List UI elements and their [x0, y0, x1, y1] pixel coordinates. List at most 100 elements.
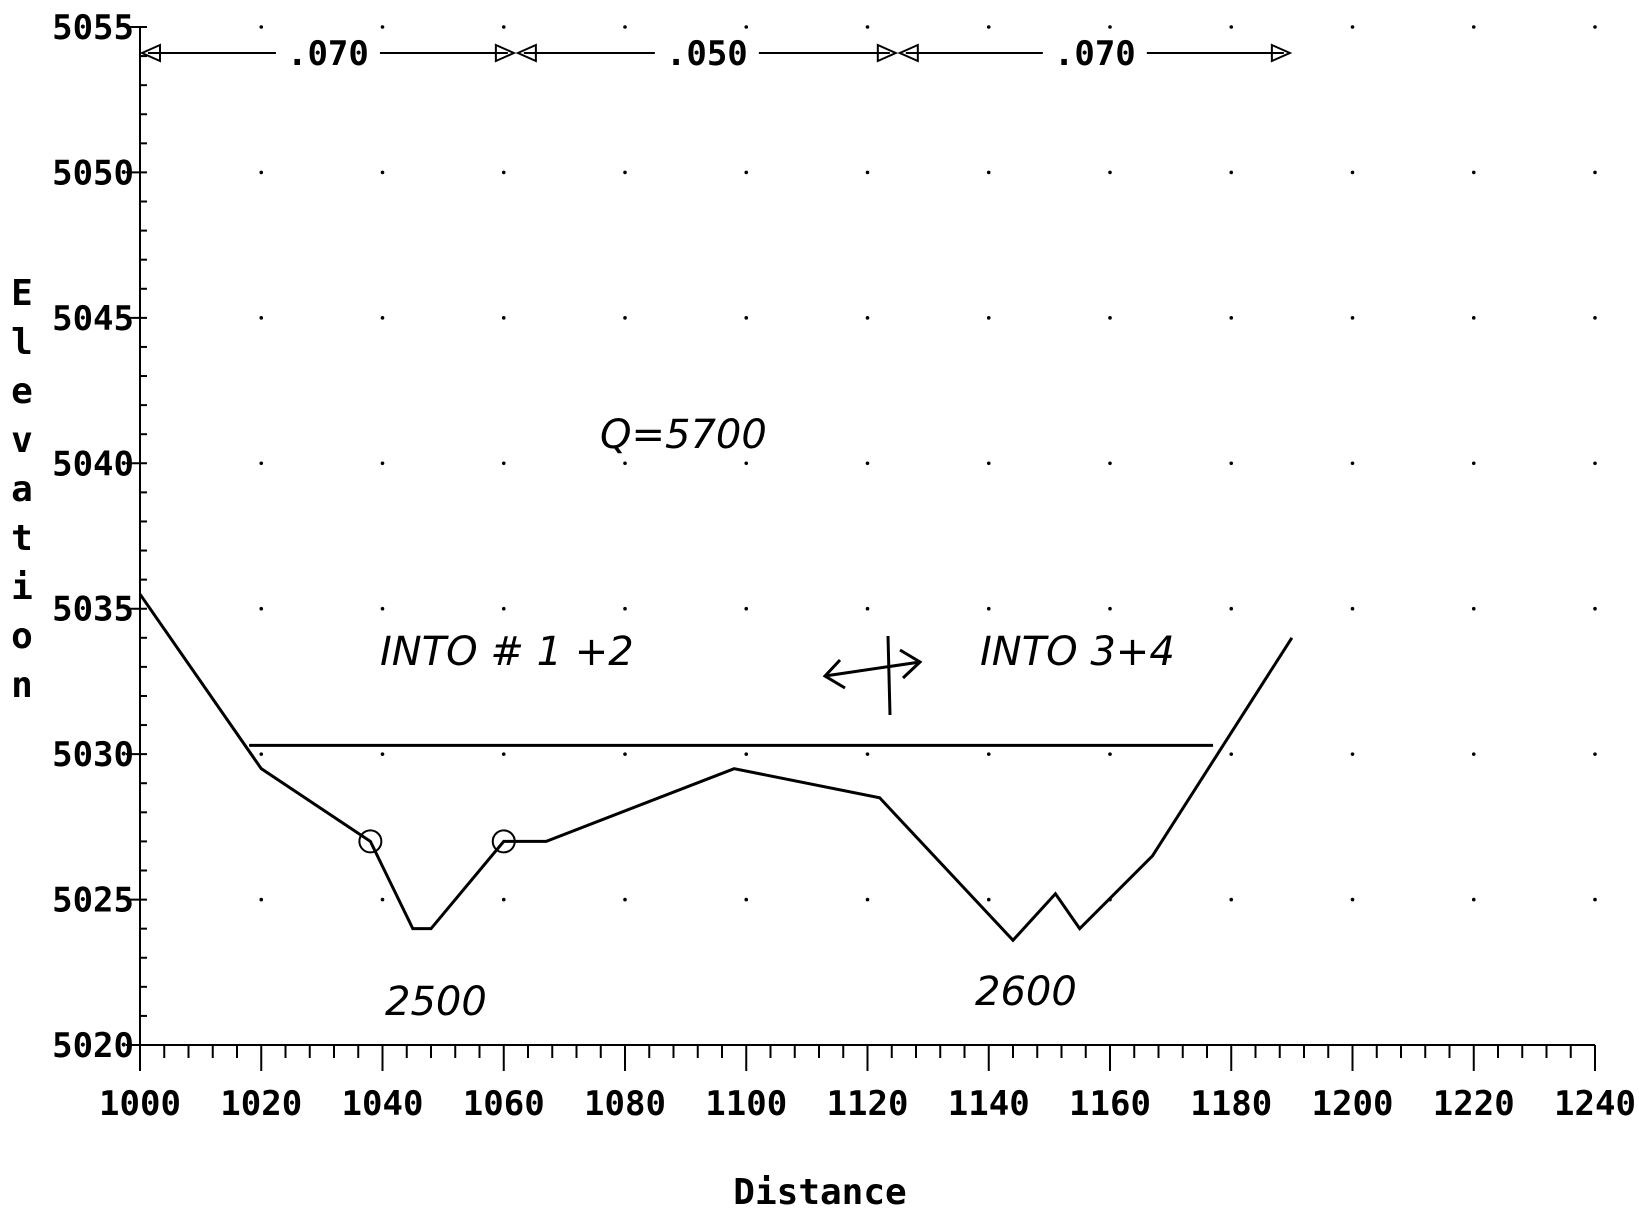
grid-dot [1471, 606, 1476, 611]
grid-dot [744, 461, 749, 466]
grid-dot [1229, 897, 1234, 902]
ground-profile-line [138, 593, 1294, 943]
grid-dot [1229, 752, 1234, 756]
grid-dot [1471, 25, 1476, 29]
grid-dot [259, 25, 264, 29]
annotation-into-1-2: INTO # 1 +2 [380, 629, 634, 675]
grid-dot [623, 25, 627, 29]
grid-dot [380, 170, 385, 175]
x-tick-label: 1180 [1190, 1084, 1272, 1124]
grid-dot [744, 170, 749, 175]
y-axis-title-letter: e [11, 371, 33, 412]
split-arrow-icon [822, 635, 923, 716]
grid-dot [1593, 606, 1597, 611]
left-arrow-icon [139, 43, 161, 63]
x-tick-label: 1200 [1312, 1084, 1394, 1124]
grid-dot [1108, 461, 1112, 466]
grid-dot [1108, 170, 1112, 175]
n-value-label: .050 [666, 34, 748, 74]
grid-dot [380, 897, 385, 902]
grid-dot [623, 606, 627, 611]
x-tick-labels: 1000 1020 1040 1060 1080 1100 1120 1140 1160 1180… [99, 1084, 1636, 1124]
y-axis-title-letter: v [11, 420, 33, 461]
grid-dot [1471, 752, 1476, 756]
grid-dot [744, 752, 749, 756]
grid-dot [380, 461, 385, 466]
grid-dot [1593, 25, 1597, 29]
grid-dot [1350, 897, 1355, 902]
y-axis-title-letter: a [11, 469, 33, 510]
grid-dot [1108, 316, 1112, 320]
grid-dot [259, 897, 264, 902]
grid-dot [1350, 606, 1355, 611]
grid-dot [380, 316, 385, 320]
axes [126, 26, 1596, 1071]
grid-dot [1229, 170, 1234, 175]
grid-dot [623, 897, 627, 902]
y-axis-title-letter: o [11, 616, 33, 657]
grid-dot [744, 606, 749, 611]
grid-dot [1593, 316, 1597, 320]
right-arrow-icon [494, 43, 517, 63]
right-arrow-icon [876, 43, 899, 63]
grid-dots [259, 25, 1597, 902]
grid-dot [865, 461, 870, 466]
x-tick-label: 1120 [827, 1084, 909, 1124]
grid-dot [501, 316, 506, 320]
grid-dot [865, 25, 870, 29]
y-tick-label: 5025 [52, 881, 134, 921]
y-tick-labels: 5020 5025 5030 5035 5040 5045 5050 5055 [52, 8, 134, 1066]
x-tick-label: 1140 [948, 1084, 1030, 1124]
bank-station-marker [491, 829, 516, 854]
grid-dot [1229, 316, 1234, 320]
x-tick-label: 1220 [1433, 1084, 1515, 1124]
left-arrow-icon [897, 43, 919, 63]
grid-dot [744, 897, 749, 902]
y-tick-label: 5030 [52, 735, 134, 775]
y-tick-label: 5040 [52, 444, 134, 484]
x-tick-label: 1100 [705, 1084, 787, 1124]
grid-dot [1471, 170, 1476, 175]
x-tick-label: 1240 [1554, 1084, 1636, 1124]
grid-dot [501, 606, 506, 611]
y-tick-label: 5035 [52, 590, 134, 630]
grid-dot [501, 170, 506, 175]
grid-dot [1229, 606, 1234, 611]
grid-dot [986, 316, 991, 320]
y-tick-label: 5050 [52, 153, 134, 193]
annotation-station-2600: 2600 [975, 969, 1077, 1015]
grid-dot [1593, 170, 1597, 175]
grid-dot [986, 606, 991, 611]
grid-dot [1593, 897, 1597, 902]
y-axis-title-letter: i [11, 567, 33, 608]
y-axis-title-letter: E [11, 273, 33, 314]
grid-dot [501, 461, 506, 466]
y-axis-title-letter: n [11, 665, 33, 706]
grid-dot [259, 316, 264, 320]
grid-dot [865, 316, 870, 320]
grid-dot [623, 752, 627, 756]
grid-dot [1108, 606, 1112, 611]
x-tick-label: 1060 [463, 1084, 545, 1124]
annotation-discharge: Q=5700 [600, 412, 767, 458]
grid-dot [1593, 752, 1597, 756]
grid-dot [1471, 461, 1476, 466]
grid-dot [1229, 461, 1234, 466]
grid-dot [986, 897, 991, 902]
grid-dot [259, 461, 264, 466]
annotation-into-3-4: INTO 3+4 [980, 629, 1175, 675]
grid-dot [623, 170, 627, 175]
grid-dot [623, 461, 627, 466]
x-tick-label: 1000 [99, 1084, 181, 1124]
grid-dot [1108, 25, 1112, 29]
y-tick-label: 5055 [52, 8, 134, 48]
grid-dot [1471, 316, 1476, 320]
x-tick-label: 1080 [584, 1084, 666, 1124]
grid-dot [501, 25, 506, 29]
grid-dot [744, 316, 749, 320]
grid-dot [986, 461, 991, 466]
grid-dot [380, 752, 385, 756]
grid-dot [259, 170, 264, 175]
grid-dot [1593, 461, 1597, 466]
